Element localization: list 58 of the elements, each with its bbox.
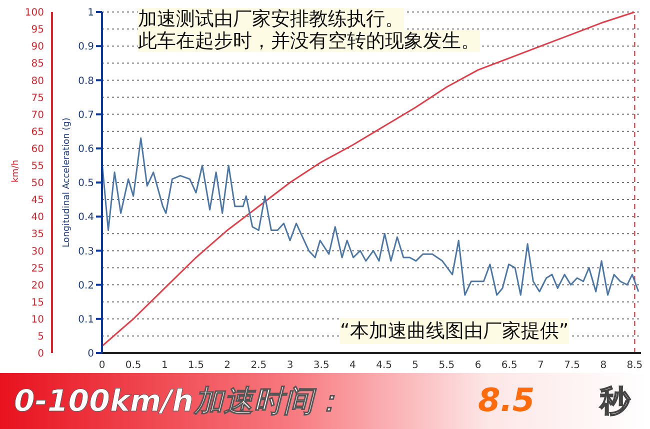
y2-tick-label: 65 [31,126,44,138]
x-tick-label: 4.5 [376,360,392,372]
y2-tick-label: 30 [31,246,44,258]
x-tick-label: 5 [412,360,419,372]
x-tick-label: 6.5 [501,360,518,372]
x-tick-label: 6 [474,360,482,372]
y2-tick-label: 20 [31,280,44,292]
y-tick-label: 0.5 [78,178,94,190]
y2-tick-label: 15 [31,297,44,308]
x-tick-label: 5.5 [438,360,455,372]
annotation: 此车在起步时，并没有空转的现象发生。 [138,30,480,52]
y2-tick-label: 80 [31,76,44,87]
y2-tick-label: 70 [31,110,44,121]
y-tick-label: 0 [88,348,94,360]
y2-tick-label: 40 [31,212,44,224]
x-tick-label: 2 [224,360,231,372]
x-tick-label: 8.5 [626,360,643,372]
x-tick-label: 0.5 [125,360,142,372]
y2-tick-label: 25 [31,263,44,274]
annotation: 加速测试由厂家安排教练执行。 [138,8,404,30]
text: 0-100km/h加速时间： [14,383,344,421]
y2-tick-label: 85 [31,58,44,70]
y2-tick-label: 5 [38,332,44,342]
x-tick-label: 1 [161,360,168,372]
x-tick-label: 3 [286,360,294,372]
y2-tick-label: 95 [31,24,44,36]
y-tick-label: 0.7 [78,110,94,121]
y-tick-label: 1 [88,8,94,19]
y-tick-label: 0.6 [78,144,94,155]
x-tick-label: 2.5 [250,360,267,372]
annotation: “本加速曲线图由厂家提供” [340,318,569,344]
y2-tick-label: 55 [31,161,44,172]
y-axis-title: Longitudinal Acceleration (g) [62,118,72,248]
x-tick-label: 7.5 [564,360,580,372]
y2-tick-label: 60 [31,144,44,155]
y2-tick-label: 10 [31,314,44,326]
x-tick-label: 1.5 [188,360,204,372]
y-tick-label: 0.1 [78,314,94,326]
y2-tick-label: 90 [31,42,44,53]
y-tick-label: 0.2 [78,280,94,292]
x-tick-label: 3.5 [313,360,330,372]
y-tick-label: 0.8 [78,76,94,87]
y2-tick-label: 100 [24,8,44,19]
y2-tick-label: 75 [31,92,44,104]
y2-tick-label: 45 [31,195,44,206]
y-tick-label: 0.9 [78,42,94,53]
x-tick-label: 8 [600,360,607,372]
y2-axis-title: km/h [11,160,22,182]
y2-tick-label: 0 [38,348,44,360]
x-tick-label: 4 [350,360,356,372]
y2-tick-label: 50 [31,178,44,190]
y2-tick-label: 35 [31,229,44,240]
y-tick-label: 0.3 [78,246,94,258]
y-tick-label: 0.4 [78,212,94,224]
line-series [102,137,640,296]
text: 秒 [600,383,630,421]
x-tick-label: 0 [98,360,106,372]
x-tick-label: 7 [538,360,544,372]
